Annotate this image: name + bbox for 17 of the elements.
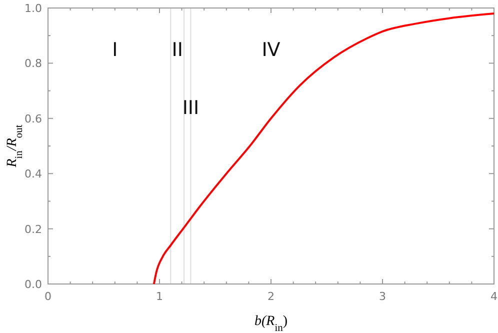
y-tick-label: 0.6: [24, 112, 42, 126]
y-tick-label: 1.0: [24, 2, 42, 15]
annotation: IV: [262, 39, 280, 62]
x-tick-label: 0: [44, 290, 52, 303]
x-tick-label: 3: [379, 290, 386, 303]
x-axis-title: b(R$_{in}$): [254, 314, 288, 333]
annotation: I: [112, 39, 118, 62]
x-tick-label: 1: [156, 290, 163, 303]
y-tick-label: 0.2: [24, 222, 42, 236]
y-tick-label: 0.8: [24, 57, 42, 70]
y-tick-label: 0.0: [24, 278, 42, 291]
annotation: III: [182, 97, 200, 120]
y-tick-label: 0.4: [24, 168, 42, 181]
line-series: [152, 12, 495, 285]
x-tick-label: 4: [490, 290, 498, 303]
annotation: II: [172, 39, 183, 62]
x-tick-label: 2: [268, 290, 274, 303]
